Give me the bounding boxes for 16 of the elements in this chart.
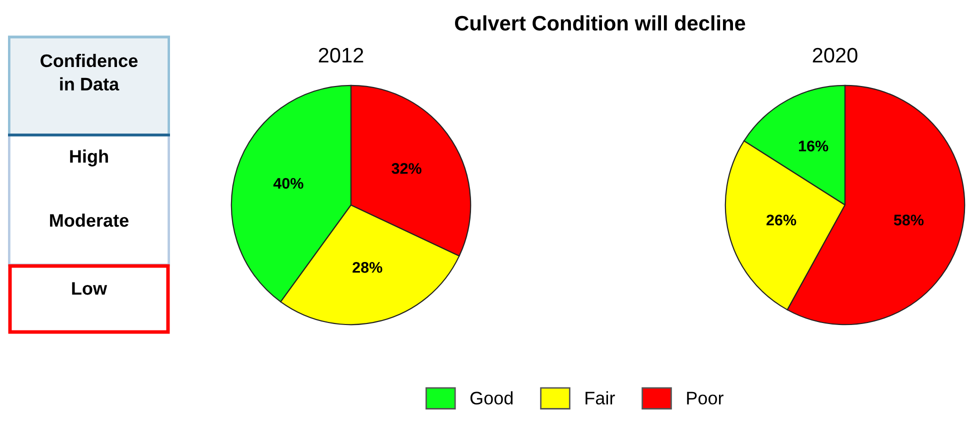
text: Culvert Condition will decline	[455, 15, 746, 31]
legend-label: Good	[470, 391, 513, 405]
data-label: 58%	[894, 214, 924, 226]
data-label: 32%	[392, 163, 422, 174]
chart-title: 2012	[318, 48, 364, 63]
data-label: 40%	[273, 178, 304, 189]
legend-label: Fair	[586, 391, 615, 405]
data-label: 16%	[798, 140, 828, 152]
data-label: 26%	[766, 214, 796, 226]
text: High	[70, 150, 108, 166]
legend-label: Poor	[687, 392, 724, 405]
text: Moderate	[50, 214, 129, 227]
text: Low	[72, 282, 108, 295]
text: Confidence in Data	[40, 54, 138, 91]
data-label: 28%	[352, 262, 382, 273]
chart-title: 2020	[812, 48, 858, 63]
